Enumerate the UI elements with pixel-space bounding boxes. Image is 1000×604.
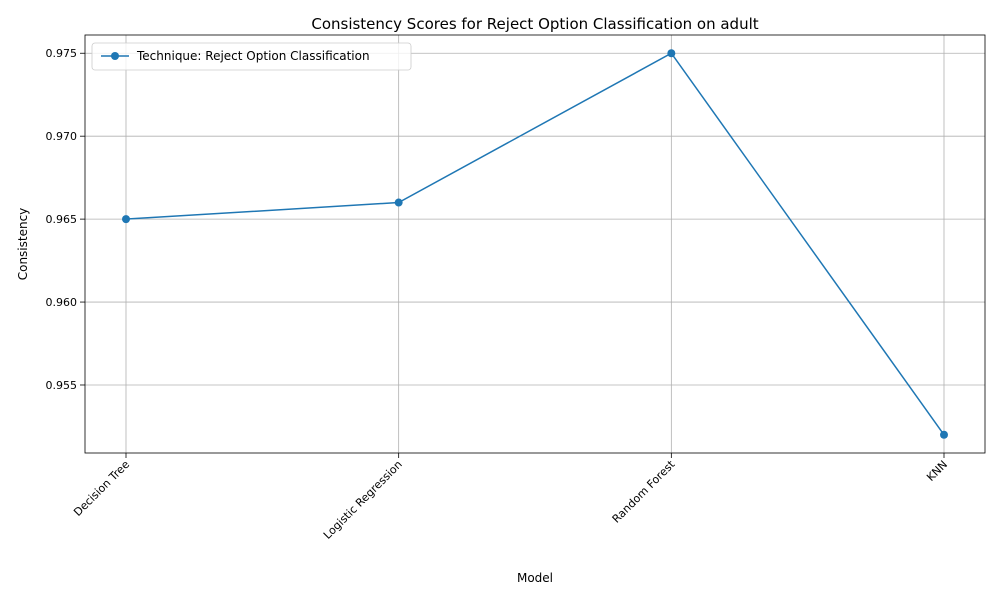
- y-tick-label: 0.955: [46, 379, 78, 392]
- plot-area-frame: [84, 34, 986, 454]
- data-point-marker: [122, 215, 130, 224]
- x-axis-label: Model: [517, 571, 553, 585]
- data-point-marker: [667, 49, 676, 58]
- y-tick-label: 0.975: [46, 47, 78, 60]
- series-line: [125, 52, 945, 436]
- legend-entry-label: Technique: Reject Option Classification: [136, 49, 370, 63]
- grid-lines: [85, 35, 985, 453]
- legend-marker-swatch: [111, 52, 119, 60]
- y-tick-label: 0.965: [46, 213, 78, 226]
- y-axis-label: Consistency: [16, 208, 30, 281]
- legend-box: [91, 42, 412, 71]
- chart-title: Consistency Scores for Reject Option Cla…: [311, 15, 758, 33]
- data-point-marker: [940, 430, 948, 439]
- y-tick-label: 0.970: [46, 130, 78, 143]
- y-tick-label: 0.960: [46, 296, 78, 309]
- legend: Technique: Reject Option Classification: [91, 42, 412, 71]
- data-point-marker: [394, 198, 403, 207]
- series-layer: [122, 49, 948, 439]
